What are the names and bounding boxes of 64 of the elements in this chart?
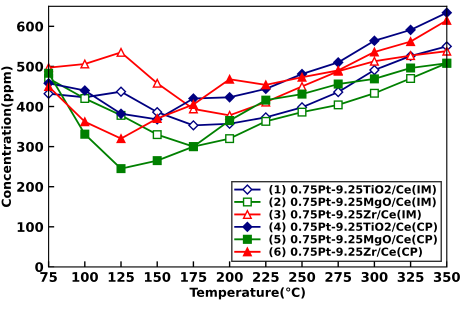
point bbox=[152, 107, 162, 118]
point bbox=[152, 78, 162, 88]
legend-label: (2) 0.75Pt-9.25MgO/Ce(IM) bbox=[269, 197, 436, 208]
point bbox=[116, 134, 126, 144]
point bbox=[369, 36, 380, 46]
point bbox=[152, 130, 162, 140]
point bbox=[406, 64, 416, 73]
point bbox=[333, 57, 344, 68]
point bbox=[405, 24, 416, 36]
y-tick-label: 500 bbox=[17, 62, 44, 72]
point bbox=[297, 72, 307, 82]
legend-label: (1) 0.75Pt-9.25TiO2/Ce(IM) bbox=[269, 184, 436, 195]
y-tick-label: 400 bbox=[16, 102, 44, 112]
x-tick-label: 350 bbox=[434, 272, 460, 282]
point bbox=[261, 116, 270, 126]
x-tick-label: 150 bbox=[144, 272, 170, 282]
point bbox=[116, 86, 126, 97]
legend-label: (6) 0.75Pt-9.25Zr/Ce(CP) bbox=[269, 247, 422, 258]
point bbox=[369, 64, 380, 76]
x-tick-label: 175 bbox=[181, 272, 206, 282]
y-tick-label: 0 bbox=[35, 262, 44, 272]
point bbox=[188, 100, 198, 110]
point bbox=[224, 92, 235, 102]
y-tick-label: 600 bbox=[17, 22, 44, 32]
point bbox=[370, 74, 379, 84]
x-tick-label: 325 bbox=[398, 272, 424, 282]
point bbox=[225, 74, 234, 84]
x-tick-label: 125 bbox=[108, 272, 134, 282]
point bbox=[297, 90, 307, 99]
point bbox=[334, 100, 343, 110]
x-tick-label: 300 bbox=[362, 272, 388, 282]
point bbox=[225, 134, 234, 144]
y-axis-title: Concentration(ppm) bbox=[1, 66, 14, 208]
point bbox=[116, 48, 126, 57]
x-axis-title: Temperature(℃) bbox=[190, 287, 305, 300]
y-tick-label: 300 bbox=[17, 142, 44, 152]
x-tick-label: 275 bbox=[325, 272, 352, 282]
point bbox=[80, 60, 90, 69]
point bbox=[188, 120, 199, 130]
point bbox=[152, 156, 162, 166]
point bbox=[44, 68, 54, 78]
x-tick-label: 75 bbox=[40, 272, 57, 282]
point bbox=[370, 56, 379, 66]
legend-label: (3) 0.75Pt-9.25Zr/Ce(IM) bbox=[269, 210, 421, 220]
point bbox=[80, 85, 90, 96]
legend-label: (5) 0.75Pt-9.25MgO/Ce(CP) bbox=[269, 234, 437, 246]
point bbox=[297, 108, 307, 117]
x-tick-label: 225 bbox=[253, 272, 279, 282]
legend-label: (4) 0.75Pt-9.25TiO2/Ce(CP) bbox=[269, 222, 437, 232]
x-tick-label: 250 bbox=[289, 272, 316, 282]
y-tick-label: 200 bbox=[17, 182, 44, 192]
point bbox=[261, 80, 270, 90]
y-tick-label: 100 bbox=[18, 222, 44, 232]
point bbox=[370, 47, 379, 57]
point bbox=[80, 130, 90, 139]
point bbox=[80, 117, 90, 126]
point bbox=[370, 88, 379, 98]
point bbox=[116, 164, 126, 174]
point bbox=[225, 116, 234, 126]
x-tick-label: 100 bbox=[72, 272, 98, 282]
x-tick-label: 200 bbox=[216, 272, 243, 282]
point bbox=[406, 37, 416, 46]
point bbox=[406, 74, 416, 83]
point bbox=[334, 80, 343, 89]
